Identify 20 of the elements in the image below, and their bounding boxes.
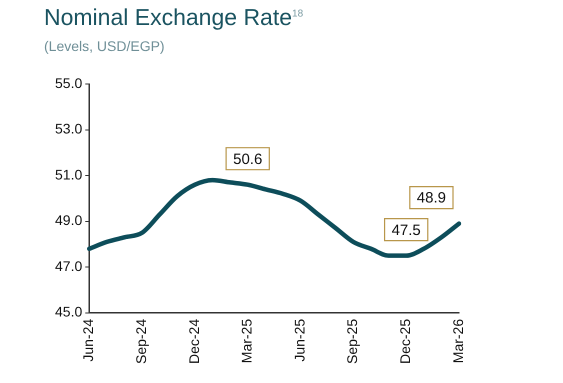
x-tick-label: Mar-25 [238, 318, 255, 364]
y-tick-label: 47.0 [55, 258, 82, 274]
line-series [87, 178, 462, 258]
annotation: 48.9 [416, 190, 446, 207]
annotation: 50.6 [233, 150, 262, 168]
x-tick-label: Mar-26 [450, 318, 466, 364]
x-tick-label: Jun-25 [291, 318, 308, 362]
x-tick-label: Dec-24 [186, 318, 202, 364]
annotation: 47.5 [392, 222, 421, 239]
chart-subtitle: (Levels, USD/EGP) [44, 38, 165, 54]
x-tick-label: Dec-25 [397, 318, 414, 364]
y-tick-label: 45.0 [55, 304, 82, 320]
y-tick-label: 53.0 [55, 120, 82, 137]
y-tick-label: 49.0 [55, 212, 82, 228]
y-tick-label: 51.0 [55, 166, 82, 182]
chart-title: Nominal Exchange Rate$^{18}$ [44, 4, 304, 31]
x-tick-label: Jun-24 [80, 318, 96, 362]
y-tick-label: 55.0 [55, 74, 82, 91]
x-tick-label: Sep-25 [344, 318, 360, 364]
x-tick-label: Sep-24 [132, 318, 149, 364]
